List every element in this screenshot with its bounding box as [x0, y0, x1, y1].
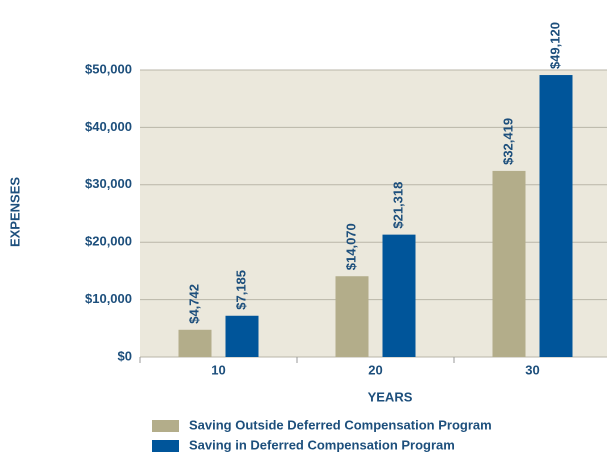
bar [492, 170, 526, 357]
value-label: $49,120 [547, 22, 562, 69]
x-axis-title: YEARS [368, 389, 413, 404]
x-tick-label: 10 [211, 362, 225, 377]
bar [382, 234, 416, 357]
y-tick-label: $0 [118, 348, 132, 363]
legend-label: Saving Outside Deferred Compensation Pro… [189, 417, 492, 432]
bar [539, 75, 573, 357]
bar [178, 329, 212, 357]
value-label: $4,742 [186, 284, 201, 324]
y-tick-label: $50,000 [85, 61, 132, 76]
value-label: $7,185 [233, 270, 248, 310]
y-tick-label: $10,000 [85, 291, 132, 306]
legend-label: Saving in Deferred Compensation Program [189, 437, 455, 452]
x-tick-label: 20 [368, 362, 382, 377]
plot-area [140, 70, 607, 357]
y-tick-label: $30,000 [85, 176, 132, 191]
y-tick-label: $40,000 [85, 119, 132, 134]
value-label: $32,419 [500, 118, 515, 165]
legend-swatch [152, 440, 179, 452]
y-tick-label: $20,000 [85, 234, 132, 249]
y-axis-title: EXPENSES [7, 177, 22, 247]
value-label: $21,318 [390, 182, 405, 229]
bar [225, 315, 259, 357]
value-label: $14,070 [343, 223, 358, 270]
bar [335, 276, 369, 357]
legend-swatch [152, 420, 179, 432]
x-tick-label: 30 [525, 362, 539, 377]
